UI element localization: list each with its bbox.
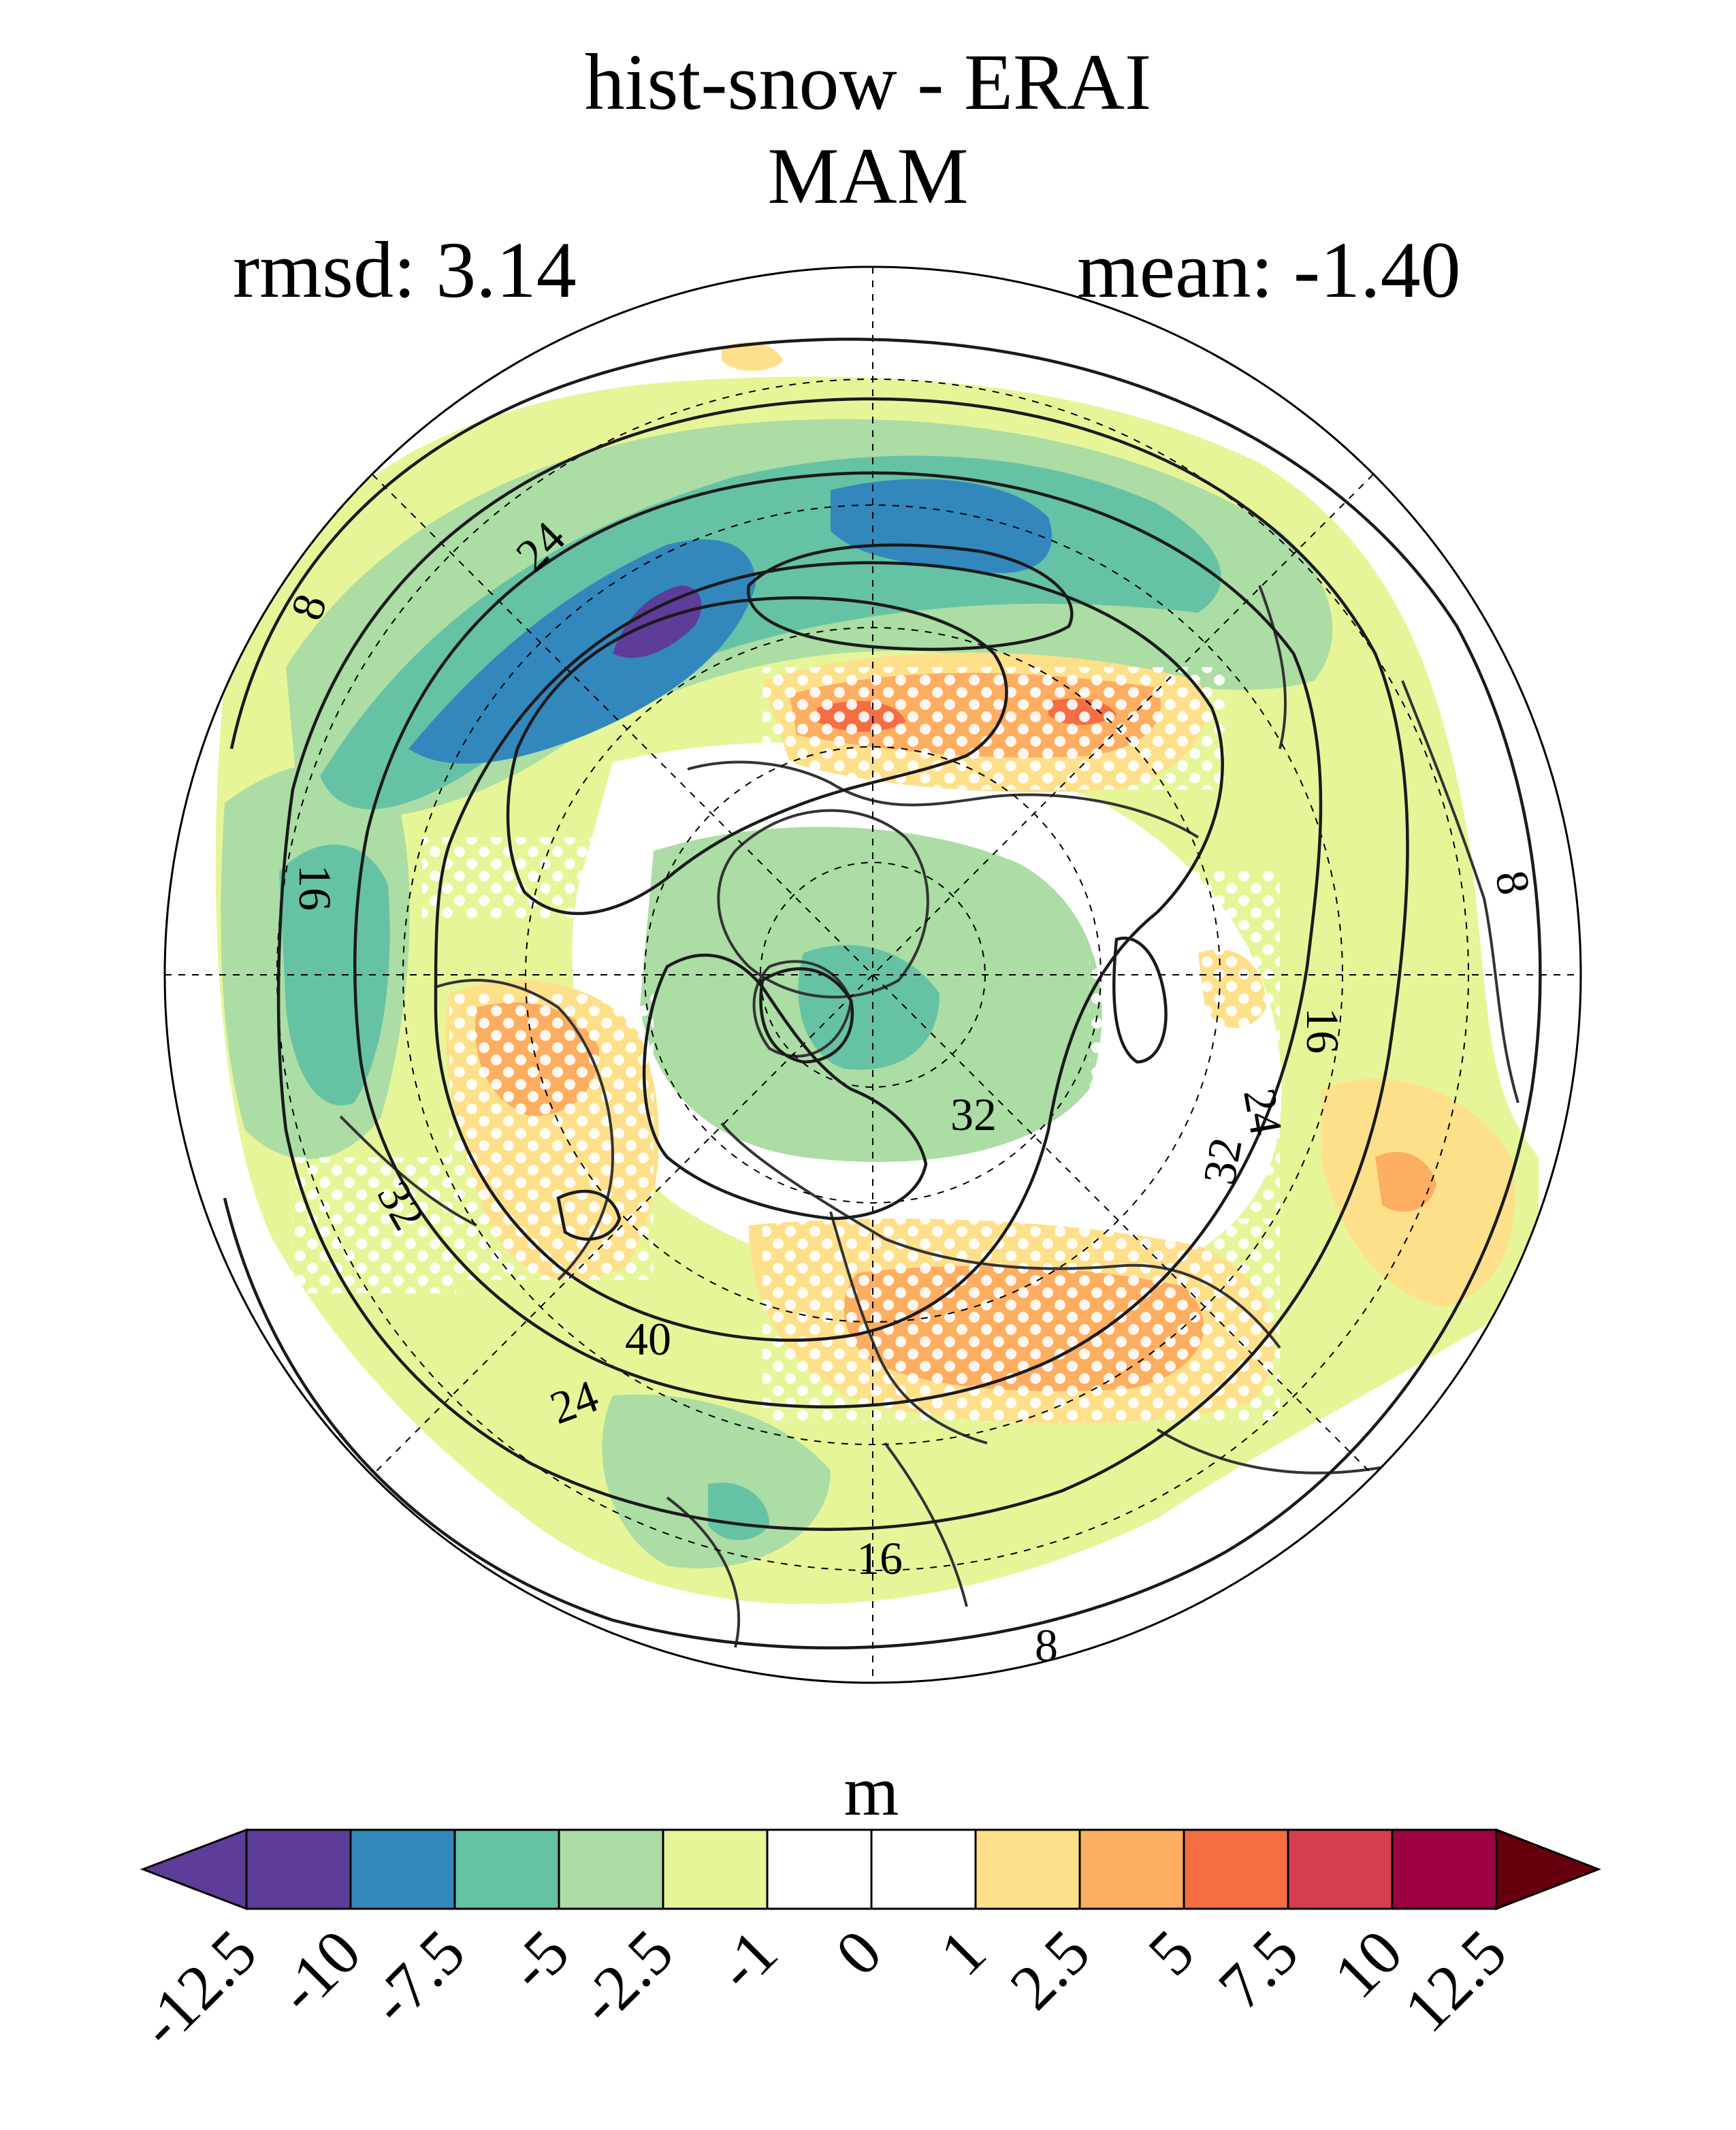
coastlines [339, 585, 1554, 1648]
contour-label: 40 [625, 1313, 671, 1365]
field-yellow-north [722, 342, 783, 371]
figure-title: hist-snow - ERAI [584, 37, 1152, 127]
colorbar-tick-label: -7.5 [357, 1916, 479, 2038]
colorbar-tick-label: -10 [264, 1916, 374, 2027]
colorbar-tick-label: 2.5 [997, 1916, 1104, 2023]
colorbar-box [245, 1828, 352, 1910]
colorbar-tick-label: 0 [822, 1916, 895, 1989]
stippling [293, 667, 1280, 1423]
colorbar-units: m [843, 1752, 899, 1830]
colorbar-box [766, 1828, 873, 1910]
contour-label: 16 [856, 1532, 903, 1584]
colorbar-boxes [140, 1828, 1602, 1911]
colorbar-box [974, 1828, 1081, 1910]
colorbar-tick-label: 5 [1135, 1916, 1208, 1989]
colorbar-box [558, 1828, 664, 1910]
contour-label: 32 [950, 1088, 997, 1140]
contour-label: 24 [1234, 1084, 1293, 1139]
colorbar-box [1078, 1828, 1185, 1910]
colorbar-box [453, 1828, 560, 1910]
colorbar-box [870, 1828, 977, 1910]
contour-label: 16 [1297, 1007, 1349, 1054]
colorbar-box [1183, 1828, 1289, 1910]
polar-map: 8 8 8 16 16 16 24 24 24 32 32 32 40 [163, 265, 1582, 1684]
colorbar-tick-label: 1 [927, 1916, 999, 1989]
colorbar-box [349, 1828, 456, 1910]
map-boundary [163, 265, 1582, 1684]
colorbar-tick-label: 7.5 [1205, 1916, 1312, 2023]
field-orange-north-africa-core [1375, 1152, 1436, 1212]
mean-label: mean: -1.40 [1077, 225, 1461, 314]
colorbar-tick-label: -12.5 [126, 1916, 270, 2061]
contour-label: 32 [1193, 1134, 1252, 1189]
colorbar-tick-label: -2.5 [565, 1916, 687, 2038]
colorbar-under-triangle [140, 1828, 248, 1911]
rmsd-label: rmsd: 3.14 [233, 225, 577, 314]
colorbar-tick-label: -1 [703, 1916, 791, 2004]
colorbar-tick-label: 12.5 [1391, 1916, 1520, 2046]
field-blue-core-east [831, 479, 1052, 573]
contour-label: 16 [289, 865, 341, 911]
field-green-pacific-south [602, 1394, 831, 1568]
colorbar-over-triangle [1495, 1828, 1602, 1911]
season-label: MAM [767, 131, 969, 221]
colorbar-box [662, 1828, 769, 1910]
colorbar-box [1287, 1828, 1394, 1910]
contour-lines [223, 338, 1542, 1649]
colorbar-box [1391, 1828, 1498, 1910]
